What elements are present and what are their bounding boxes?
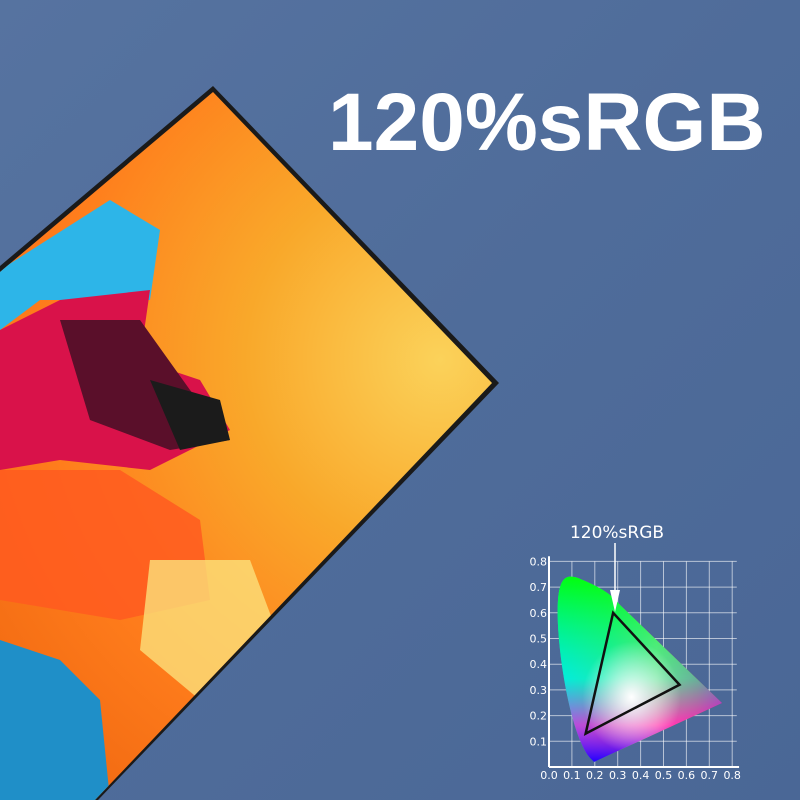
x-tick-label: 0.2 bbox=[586, 769, 604, 782]
y-tick-label: 0.3 bbox=[530, 684, 548, 697]
x-tick-label: 0.4 bbox=[632, 769, 650, 782]
y-tick-label: 0.5 bbox=[530, 633, 548, 646]
spectral-locus bbox=[557, 576, 722, 762]
x-tick-label: 0.3 bbox=[609, 769, 627, 782]
gamut-label: 120%sRGB bbox=[570, 523, 664, 543]
y-tick-label: 0.2 bbox=[530, 710, 548, 723]
x-tick-label: 0.7 bbox=[701, 769, 719, 782]
x-tick-label: 0.5 bbox=[655, 769, 673, 782]
y-tick-label: 0.1 bbox=[530, 735, 548, 748]
x-tick-label: 0.8 bbox=[723, 769, 741, 782]
srgb-triangle bbox=[583, 610, 682, 736]
y-tick-label: 0.4 bbox=[530, 658, 548, 671]
x-tick-label: 0.1 bbox=[563, 769, 581, 782]
x-tick-label: 0.0 bbox=[540, 769, 558, 782]
y-tick-label: 0.8 bbox=[530, 555, 548, 568]
x-tick-label: 0.6 bbox=[678, 769, 696, 782]
y-tick-label: 0.6 bbox=[530, 607, 548, 620]
headline-title: 120%sRGB bbox=[328, 77, 766, 168]
pointer-arrow-icon bbox=[610, 590, 620, 612]
y-tick-label: 0.7 bbox=[530, 581, 548, 594]
